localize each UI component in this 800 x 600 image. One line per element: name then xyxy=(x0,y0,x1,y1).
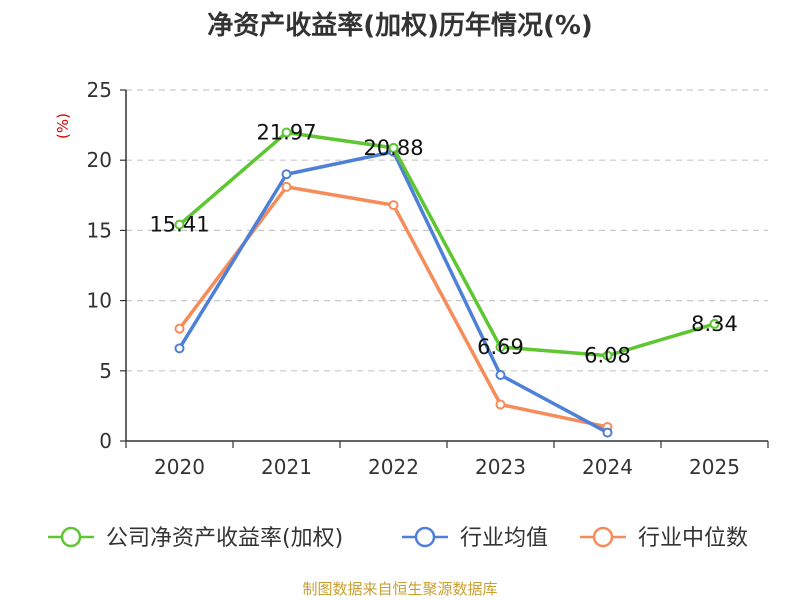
x-tick-label-2020: 2020 xyxy=(154,455,205,479)
series-0-point-2022 xyxy=(388,142,399,153)
y-tick-label-10: 10 xyxy=(87,289,112,313)
series-1-point-2020 xyxy=(174,343,185,354)
y-tick-label-5: 5 xyxy=(99,359,112,383)
series-2-point-2020 xyxy=(174,323,185,334)
grid-layer xyxy=(126,89,768,372)
x-tick-label-2021: 2021 xyxy=(261,455,312,479)
series-1-point-2023 xyxy=(495,370,506,381)
series-0-point-2020 xyxy=(174,219,185,230)
series-2-point-2022 xyxy=(388,200,399,211)
legend-marker-1 xyxy=(414,526,436,548)
data-label-2022: 20.88 xyxy=(363,136,423,160)
y-tick-label-25: 25 xyxy=(87,78,112,102)
y-tick-label-15: 15 xyxy=(87,218,112,242)
series-line-2 xyxy=(177,185,610,429)
y-tick-label-20: 20 xyxy=(87,148,112,172)
legend: 公司净资产收益率(加权) 行业均值 行业中位数 xyxy=(48,526,748,551)
legend-marker-2 xyxy=(592,526,614,548)
data-label-2021: 21.97 xyxy=(256,121,316,145)
series-line-1 xyxy=(177,150,610,435)
data-label-2025: 8.34 xyxy=(691,312,738,336)
series-0-point-2025 xyxy=(709,318,720,329)
legend-label-0: 公司净资产收益率(加权) xyxy=(106,526,343,551)
x-tick-label-2024: 2024 xyxy=(582,455,633,479)
series-line-0 xyxy=(177,130,717,358)
legend-item-2: 行业中位数 xyxy=(580,526,748,551)
legend-marker-0 xyxy=(60,526,82,548)
y-axis-unit: (%) xyxy=(54,113,72,139)
series-2-point-2021 xyxy=(281,181,292,192)
x-tick-label-2025: 2025 xyxy=(689,455,740,479)
legend-label-2: 行业中位数 xyxy=(638,526,748,551)
source-note: 制图数据来自恒生聚源数据库 xyxy=(302,580,497,598)
series-layer xyxy=(174,127,720,438)
data-label-layer: 15.41 21.97 20.88 6.69 6.08 8.34 xyxy=(149,121,737,368)
series-1-point-2024 xyxy=(602,427,613,438)
data-label-2023: 6.69 xyxy=(477,335,524,359)
x-tick-label-2022: 2022 xyxy=(368,455,419,479)
legend-item-0: 公司净资产收益率(加权) xyxy=(48,526,343,551)
series-0-point-2023 xyxy=(495,342,506,353)
series-1-point-2021 xyxy=(281,169,292,180)
legend-item-1: 行业均值 xyxy=(402,526,548,551)
data-label-2024: 6.08 xyxy=(584,344,631,368)
series-0-point-2021 xyxy=(281,127,292,138)
chart-title: 净资产收益率(加权)历年情况(%) xyxy=(207,10,593,41)
legend-label-1: 行业均值 xyxy=(460,526,548,551)
y-tick-label-0: 0 xyxy=(99,429,112,453)
x-tick-label-2023: 2023 xyxy=(475,455,526,479)
series-2-point-2023 xyxy=(495,399,506,410)
series-0-point-2024 xyxy=(602,350,613,361)
data-label-2020: 15.41 xyxy=(149,213,209,237)
